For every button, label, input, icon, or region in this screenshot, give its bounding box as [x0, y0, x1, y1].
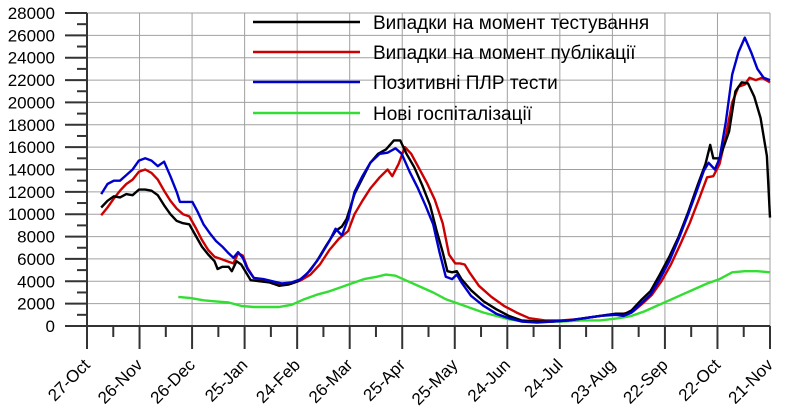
legend-label: Випадки на момент публікації [373, 43, 636, 64]
legend-label: Випадки на момент тестування [373, 13, 649, 34]
x-tick-label: 24-Feb [252, 355, 304, 407]
x-tick-label: 24-Jun [464, 355, 514, 405]
x-tick-label: 22-Oct [675, 355, 725, 405]
series-line-2 [100, 36, 771, 324]
x-tick-label: 25-Jan [201, 355, 251, 405]
y-tick-label: 16000 [8, 138, 55, 157]
legend-label: Позитивні ПЛР тести [373, 73, 558, 94]
series-line-3 [178, 270, 771, 323]
axes [65, 12, 771, 349]
y-tick-label: 24000 [8, 49, 55, 68]
x-tick-label: 26-Nov [94, 355, 147, 408]
y-tick-label: 6000 [17, 250, 55, 269]
y-tick-label: 28000 [8, 4, 55, 23]
x-tick-label: 25-May [408, 355, 462, 409]
y-tick-label: 22000 [8, 71, 55, 90]
x-axis-tick-labels: 27-Oct 26-Nov 26-Dec 25-Jan 24-Feb 26-Mar 25-A… [44, 355, 777, 409]
x-tick-label: 25-Apr [360, 355, 410, 405]
y-tick-label: 14000 [8, 161, 55, 180]
y-tick-label: 2000 [17, 295, 55, 314]
grid-lines [87, 12, 771, 326]
x-tick-label: 24-Jul [520, 355, 566, 401]
y-tick-label: 20000 [8, 93, 55, 112]
x-tick-label: 23-Aug [567, 355, 619, 407]
x-tick-label: 21-Nov [725, 355, 778, 408]
legend-label: Нові госпіталізації [373, 104, 533, 125]
y-tick-label: 12000 [8, 183, 55, 202]
x-tick-label: 27-Oct [44, 355, 94, 405]
legend: Випадки на момент тестування Випадки на м… [253, 13, 649, 125]
y-tick-label: 18000 [8, 116, 55, 135]
x-tick-label: 26-Mar [305, 355, 357, 407]
y-tick-label: 26000 [8, 26, 55, 45]
x-tick-label: 22-Sep [620, 355, 672, 407]
data-series [100, 36, 772, 324]
y-tick-label: 4000 [17, 272, 55, 291]
y-tick-label: 10000 [8, 205, 55, 224]
y-tick-label: 8000 [17, 228, 55, 247]
y-axis-tick-labels: 0 2000 4000 6000 8000 10000 12000 14000 16000 180… [8, 4, 55, 336]
series-line-1 [100, 76, 771, 322]
x-tick-label: 26-Dec [147, 355, 200, 408]
y-tick-label: 0 [46, 317, 55, 336]
